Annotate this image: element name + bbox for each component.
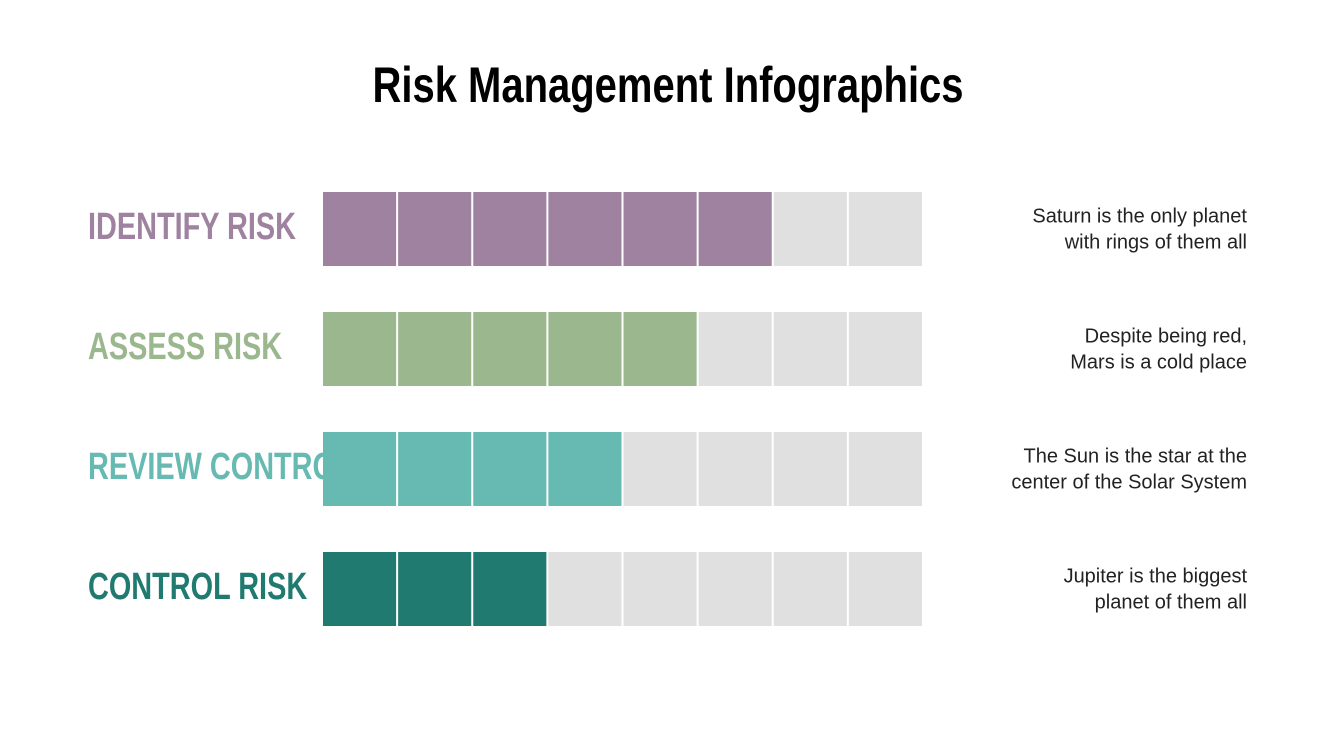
filled-segment (323, 312, 397, 386)
row-description: center of the Solar System (1011, 471, 1247, 493)
row-description: The Sun is the star at the (1024, 445, 1247, 467)
empty-segment (773, 312, 847, 386)
row-label: REVIEW CONTROL (88, 445, 353, 488)
empty-segment (773, 192, 847, 266)
empty-segment (698, 552, 772, 626)
empty-segment (698, 312, 772, 386)
row-description: with rings of them all (1064, 231, 1247, 253)
row-label: IDENTIFY RISK (88, 205, 297, 248)
empty-segment (548, 552, 622, 626)
filled-segment (323, 552, 397, 626)
filled-segment (398, 312, 472, 386)
filled-segment (323, 432, 397, 506)
filled-segment (473, 552, 547, 626)
row-description: Mars is a cold place (1070, 351, 1247, 373)
filled-segment (398, 432, 472, 506)
filled-segment (623, 312, 697, 386)
filled-segment (548, 192, 622, 266)
empty-segment (773, 432, 847, 506)
empty-segment (848, 312, 922, 386)
filled-segment (398, 192, 472, 266)
empty-segment (623, 552, 697, 626)
row-description: Saturn is the only planet (1032, 205, 1247, 227)
filled-segment (623, 192, 697, 266)
row-label: ASSESS RISK (88, 325, 283, 368)
filled-segment (548, 432, 622, 506)
filled-segment (473, 312, 547, 386)
row-description: Jupiter is the biggest (1064, 565, 1248, 587)
row-label: CONTROL RISK (88, 565, 308, 608)
filled-segment (398, 552, 472, 626)
filled-segment (323, 192, 397, 266)
slide-title: Risk Management Infographics (372, 57, 963, 113)
empty-segment (773, 552, 847, 626)
empty-segment (848, 432, 922, 506)
empty-segment (848, 192, 922, 266)
filled-segment (548, 312, 622, 386)
empty-segment (698, 432, 772, 506)
empty-segment (623, 432, 697, 506)
row-description: planet of them all (1095, 591, 1247, 613)
empty-segment (848, 552, 922, 626)
filled-segment (698, 192, 772, 266)
filled-segment (473, 192, 547, 266)
filled-segment (473, 432, 547, 506)
row-description: Despite being red, (1085, 325, 1247, 347)
